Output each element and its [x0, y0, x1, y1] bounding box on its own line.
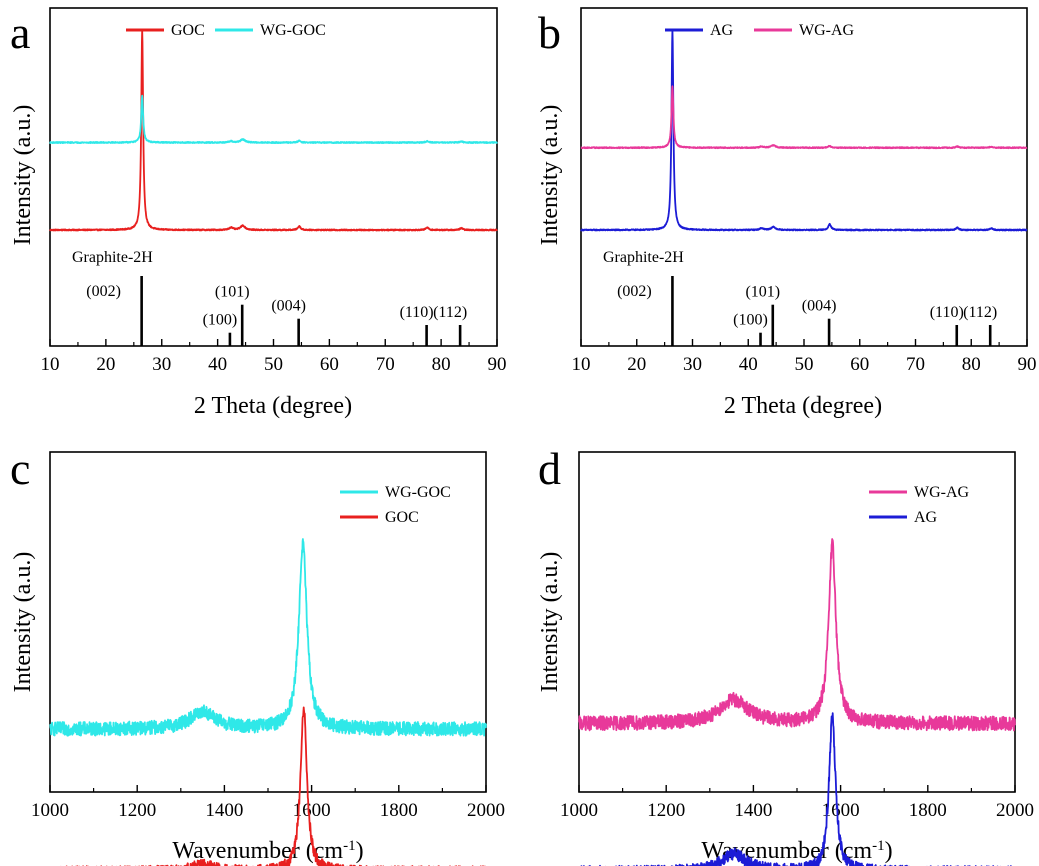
legend-label-wg-goc: WG-GOC: [385, 484, 451, 501]
x-tick-label-20: 20: [96, 354, 115, 375]
y-axis-label: Intensity (a.u.): [537, 105, 563, 246]
x-tick-label-2000: 2000: [467, 800, 505, 821]
x-tick-label-50: 50: [264, 354, 283, 375]
legend-label-wg-goc: WG-GOC: [260, 22, 326, 39]
legend-label-goc: GOC: [171, 22, 205, 39]
x-tick-label-10: 10: [41, 354, 60, 375]
x-tick-label-1800: 1800: [380, 800, 418, 821]
x-axis-label-sup: -1: [343, 838, 356, 854]
y-axis-label: Intensity (a.u.): [10, 105, 36, 246]
reference-label-004: (004): [271, 298, 306, 315]
reference-label-100: (100): [203, 312, 238, 329]
x-axis-label: 2 Theta (degree): [194, 393, 352, 419]
x-tick-label-10: 10: [572, 354, 591, 375]
legend-label-ag: AG: [710, 22, 734, 39]
x-tick-label-60: 60: [320, 354, 339, 375]
reference-label-112: (112): [433, 304, 467, 321]
x-tick-label-40: 40: [208, 354, 227, 375]
series-line-wg-goc: [49, 94, 498, 144]
x-tick-label-30: 30: [683, 354, 702, 375]
panel-letter: c: [10, 443, 30, 494]
reference-label-100: (100): [733, 312, 768, 329]
x-tick-label-1200: 1200: [647, 800, 685, 821]
reference-label-101: (101): [215, 284, 250, 301]
reference-label-002: (002): [617, 283, 652, 300]
reference-name: Graphite-2H: [72, 249, 153, 266]
legend: WG-AG AG: [869, 484, 970, 526]
series-line-ag: [580, 29, 1028, 232]
x-axis-label-end: ): [356, 838, 364, 864]
x-tick-label-1000: 1000: [560, 800, 598, 821]
legend-label-wg-ag: WG-AG: [799, 22, 855, 39]
x-tick-label-70: 70: [906, 354, 925, 375]
x-axis-label: 2 Theta (degree): [724, 393, 882, 419]
reference-label-112: (112): [963, 304, 997, 321]
legend: AG WG-AG: [665, 22, 855, 39]
panel-a: a 10 20 30 40 50 60 70 80 90 2 Theta (degree) Inten…: [10, 7, 507, 419]
x-tick-label-2000: 2000: [996, 800, 1034, 821]
x-tick-label-80: 80: [962, 354, 981, 375]
x-tick-label-90: 90: [488, 354, 507, 375]
panel-letter: d: [538, 443, 561, 494]
panel-letter: a: [10, 7, 30, 58]
x-tick-label-70: 70: [376, 354, 395, 375]
legend-label-goc: GOC: [385, 509, 419, 526]
reference-name: Graphite-2H: [603, 249, 684, 266]
x-axis-label-sup: -1: [872, 838, 885, 854]
x-tick-label-30: 30: [152, 354, 171, 375]
reference-label-110: (110): [930, 304, 964, 321]
legend-label-wg-ag: WG-AG: [914, 484, 970, 501]
x-axis-label-end: ): [885, 838, 893, 864]
legend: WG-GOC GOC: [340, 484, 451, 526]
reference-label-002: (002): [86, 283, 121, 300]
x-tick-label-50: 50: [795, 354, 814, 375]
plot-frame: [578, 451, 1016, 793]
panel-b: b 10 20 30 40 50 60 70 80 90 2 Theta (degree) Inten…: [537, 7, 1037, 419]
reference-label-110: (110): [400, 304, 434, 321]
x-tick-label-1600: 1600: [293, 800, 331, 821]
x-tick-label-1200: 1200: [118, 800, 156, 821]
x-tick-label-1400: 1400: [205, 800, 243, 821]
series-line-wg-ag: [580, 85, 1028, 150]
x-tick-label-1400: 1400: [734, 800, 772, 821]
x-tick-label-1800: 1800: [909, 800, 947, 821]
x-tick-label-60: 60: [850, 354, 869, 375]
x-tick-label-90: 90: [1018, 354, 1037, 375]
x-tick-label-80: 80: [432, 354, 451, 375]
x-tick-label-20: 20: [627, 354, 646, 375]
y-axis-label: Intensity (a.u.): [10, 552, 36, 693]
x-tick-label-1600: 1600: [822, 800, 860, 821]
series-line-wg-ag: [578, 538, 1016, 732]
reference-label-101: (101): [745, 284, 780, 301]
panel-letter: b: [538, 7, 561, 58]
legend-label-ag: AG: [914, 509, 938, 526]
series-line-goc: [49, 29, 498, 232]
reference-label-004: (004): [802, 298, 837, 315]
x-tick-label-40: 40: [739, 354, 758, 375]
series-line-wg-goc: [49, 538, 487, 737]
plot-frame: [49, 451, 487, 793]
x-tick-label-1000: 1000: [31, 800, 69, 821]
legend: GOC WG-GOC: [126, 22, 326, 39]
y-axis-label: Intensity (a.u.): [537, 552, 563, 693]
